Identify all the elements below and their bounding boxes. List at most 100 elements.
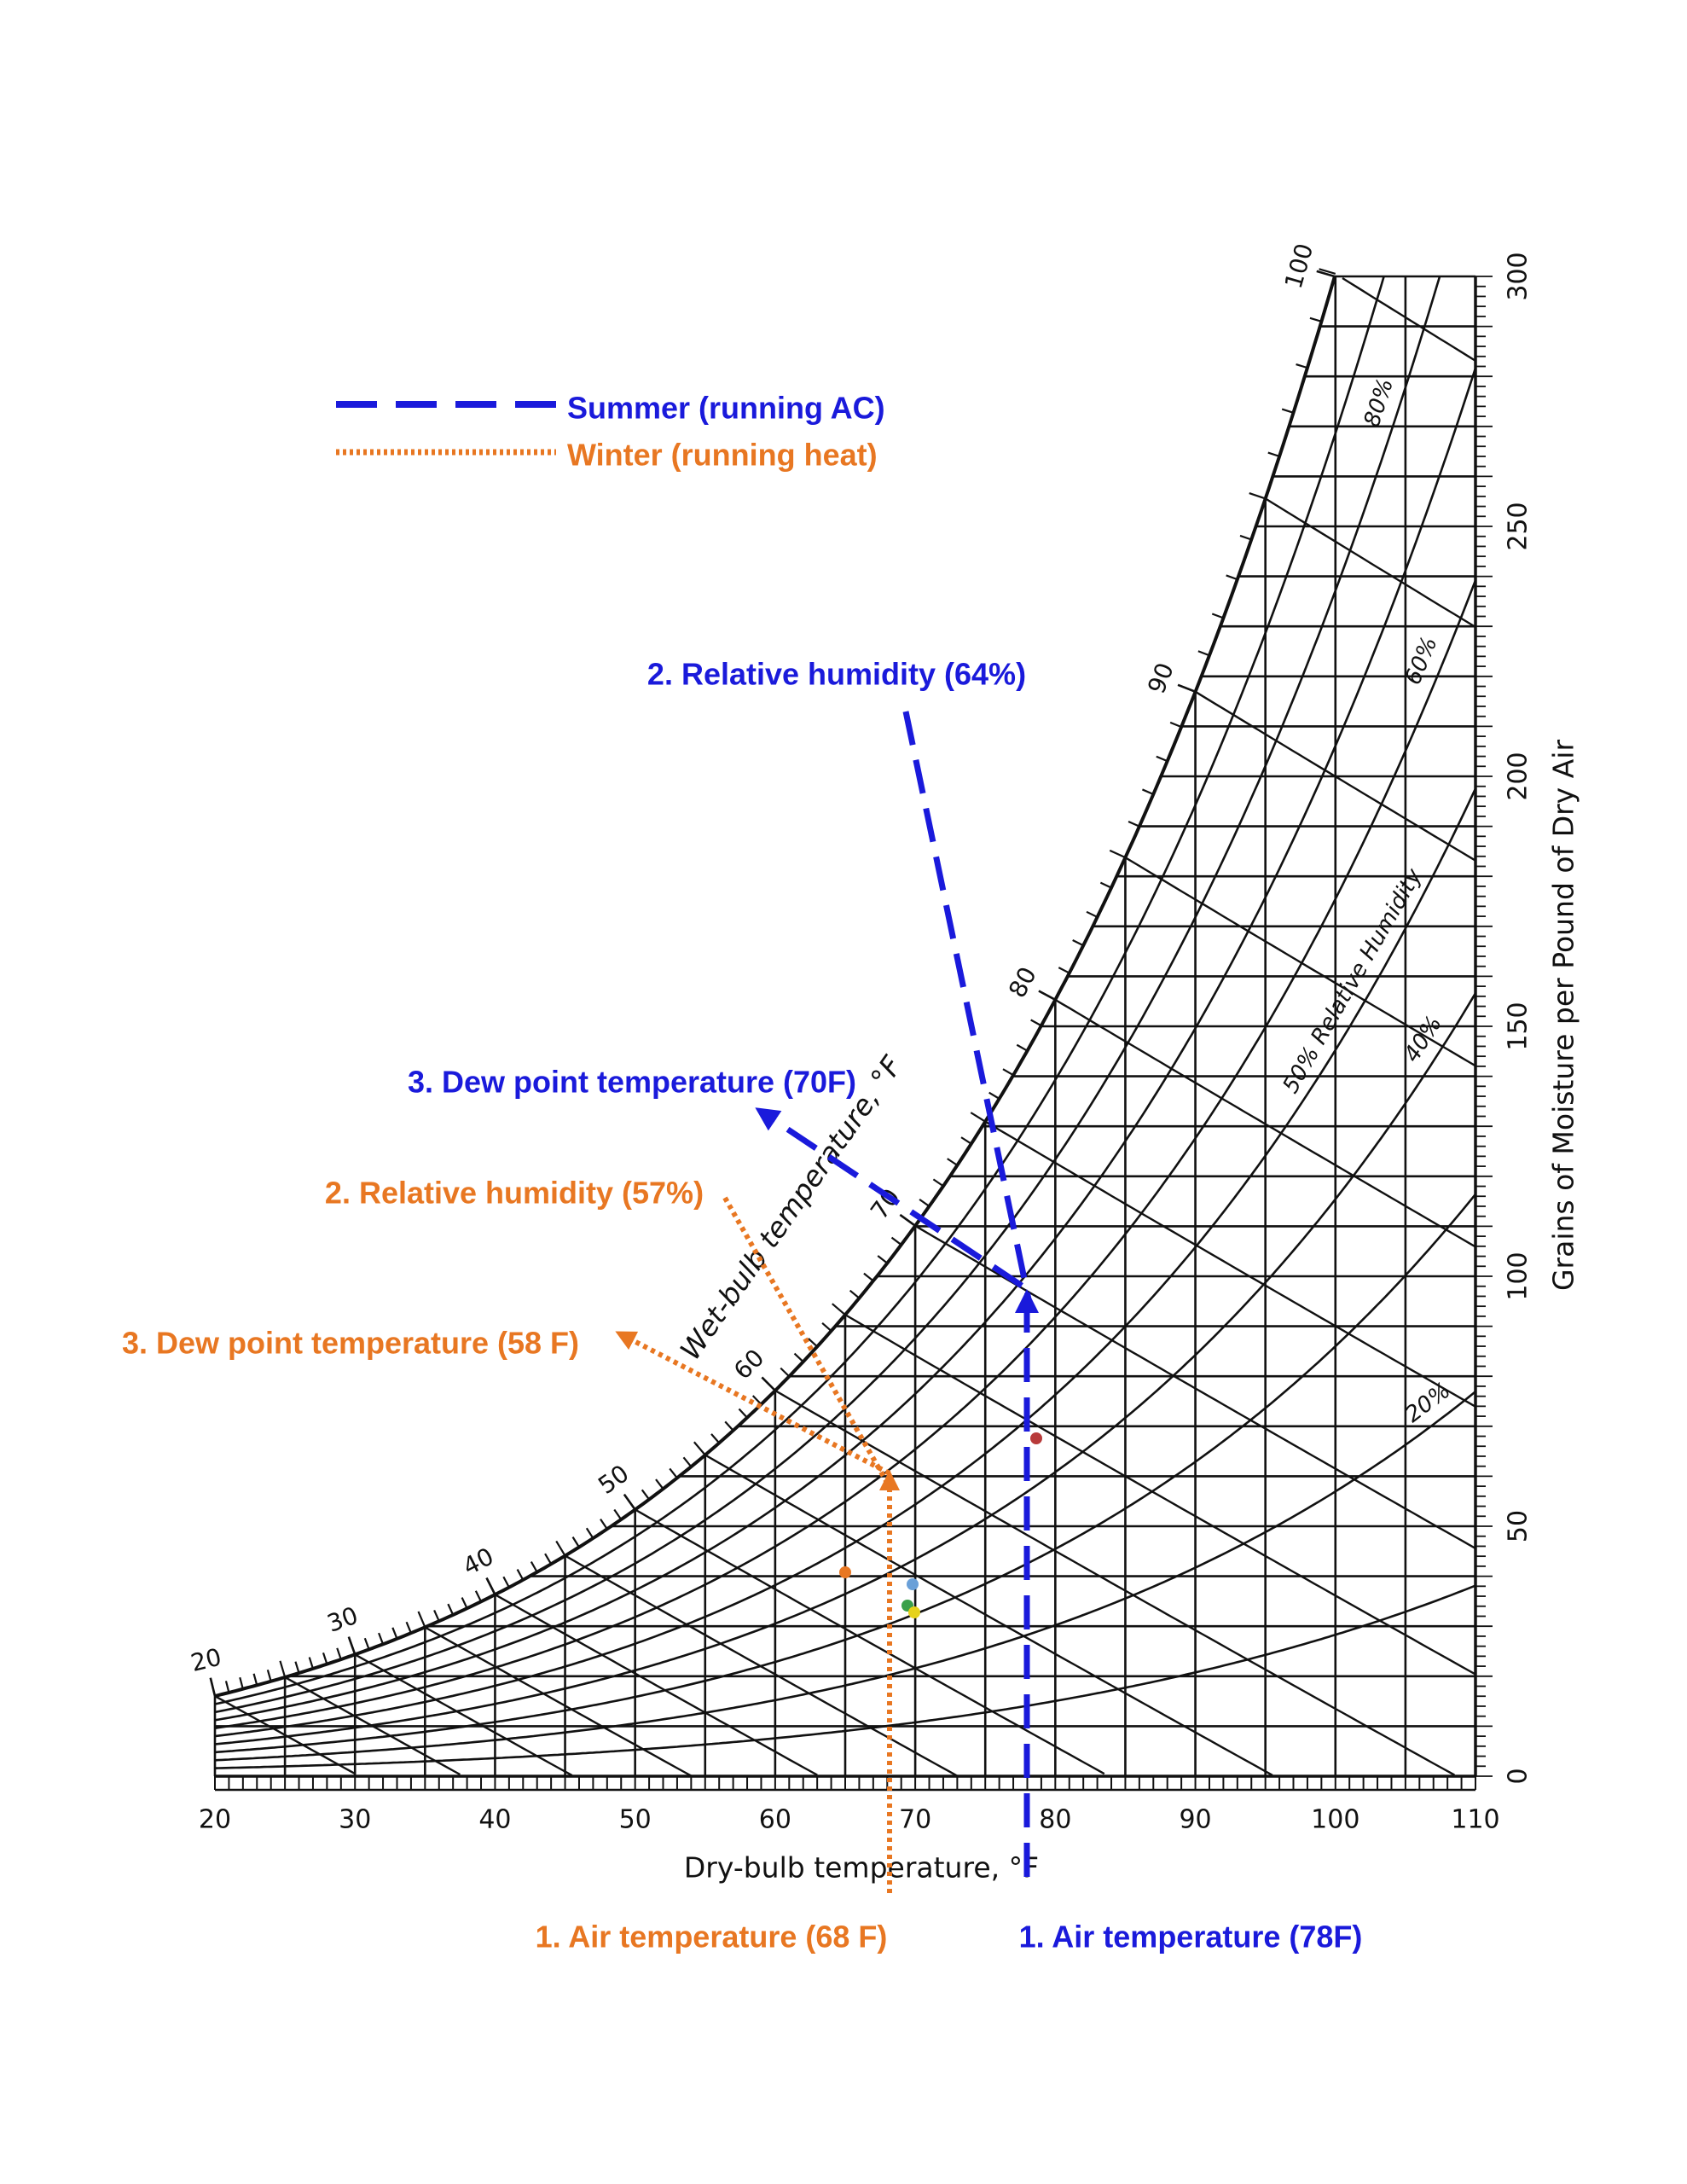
x-tick-label: 100 [1311, 1805, 1359, 1835]
wet-bulb-line [1194, 690, 1476, 862]
wet-bulb-tick [623, 1493, 636, 1511]
wet-bulb-line [1054, 998, 1476, 1248]
wet-bulb-minor-tick [266, 1669, 272, 1682]
rh-curve [214, 1584, 1476, 1769]
wet-bulb-minor-tick [1002, 1068, 1014, 1077]
wet-bulb-minor-tick [252, 1673, 258, 1686]
rh-curve [214, 276, 1441, 1714]
wet-bulb-tick-label: 20 [188, 1643, 223, 1678]
wet-bulb-minor-tick [724, 1420, 734, 1432]
y-tick-label: 100 [1504, 1252, 1533, 1300]
wet-bulb-minor-tick [294, 1661, 300, 1674]
y-axis-title: Grains of Moisture per Pound of Dry Air [1547, 740, 1580, 1291]
x-tick-label: 70 [899, 1805, 931, 1835]
annotation: 2. Relative humidity (64%) [647, 657, 1026, 692]
wet-bulb-minor-tick [1197, 650, 1210, 657]
wet-bulb-minor-tick [1249, 492, 1267, 500]
wet-bulb-minor-tick [1086, 910, 1099, 918]
wet-bulb-line [1265, 497, 1476, 629]
wet-bulb-minor-tick [751, 1395, 762, 1405]
wet-bulb-minor-tick [378, 1632, 385, 1645]
wet-bulb-minor-tick [363, 1637, 370, 1650]
x-axis-title: Dry-bulb temperature, °F [684, 1851, 1039, 1885]
wet-bulb-minor-tick [1072, 938, 1084, 947]
wet-bulb-minor-tick [239, 1676, 244, 1690]
wet-bulb-minor-tick [1319, 268, 1336, 275]
wet-bulb-minor-tick [849, 1289, 861, 1299]
wet-bulb-minor-tick [530, 1561, 538, 1573]
wet-bulb-tick [761, 1376, 776, 1391]
wet-bulb-line [494, 1594, 818, 1776]
annotation: 3. Dew point temperature (58 F) [122, 1326, 579, 1361]
wet-bulb-minor-tick [322, 1652, 328, 1664]
wet-bulb-minor-tick [224, 1681, 230, 1693]
wet-bulb-line [214, 1695, 356, 1775]
wet-bulb-minor-tick [682, 1456, 693, 1467]
wet-bulb-minor-tick [308, 1657, 315, 1670]
wet-bulb-minor-tick [405, 1621, 412, 1634]
rh-curve [214, 1391, 1476, 1762]
annotation-line [615, 1331, 891, 1476]
wet-bulb-minor-tick [1141, 788, 1154, 795]
legend-label: Summer (running AC) [567, 391, 885, 426]
wet-bulb-minor-tick [600, 1518, 608, 1530]
wet-bulb-minor-tick [516, 1569, 525, 1581]
rh-curve [214, 992, 1477, 1745]
annotation-line [755, 1107, 1023, 1288]
wet-bulb-minor-tick [1267, 451, 1280, 457]
wet-bulb-minor-tick [433, 1609, 440, 1622]
wet-bulb-minor-tick [613, 1508, 623, 1520]
wet-bulb-line [774, 1389, 1455, 1776]
wet-bulb-minor-tick [919, 1198, 930, 1207]
wet-bulb-tick [1038, 990, 1056, 1002]
y-tick-label: 0 [1504, 1768, 1533, 1784]
wet-bulb-minor-tick [988, 1091, 1000, 1100]
wet-bulb-minor-tick [1169, 721, 1182, 729]
wet-bulb-minor-tick [947, 1158, 958, 1166]
wet-bulb-minor-tick [417, 1611, 426, 1628]
wet-bulb-minor-tick [336, 1647, 342, 1660]
wet-bulb-minor-tick [585, 1527, 594, 1539]
wet-bulb-minor-tick [447, 1603, 455, 1616]
rh-curve [214, 368, 1477, 1722]
wet-bulb-minor-tick [793, 1352, 804, 1362]
wet-bulb-tick [1316, 270, 1336, 278]
wet-bulb-line [635, 1508, 1105, 1775]
x-tick-label: 30 [339, 1805, 371, 1835]
wet-bulb-minor-tick [877, 1255, 888, 1264]
wet-bulb-line [844, 1314, 1476, 1676]
wet-bulb-minor-tick [808, 1338, 818, 1348]
wet-bulb-minor-tick [960, 1136, 972, 1145]
dot [1030, 1432, 1042, 1444]
wet-bulb-minor-tick [1226, 574, 1238, 581]
wet-bulb-minor-tick [1309, 317, 1322, 322]
wet-bulb-tick [347, 1636, 357, 1655]
wet-bulb-minor-tick [641, 1489, 650, 1501]
wet-bulb-minor-tick [1099, 881, 1112, 889]
dot [839, 1566, 851, 1578]
saturation-curve [214, 276, 1336, 1699]
x-tick-label: 110 [1451, 1805, 1499, 1835]
x-tick-label: 50 [619, 1805, 652, 1835]
annotation-line [902, 711, 1032, 1300]
wet-bulb-tick [899, 1213, 916, 1227]
y-tick-label: 50 [1504, 1510, 1533, 1542]
dot [907, 1578, 919, 1590]
wet-bulb-line [424, 1626, 692, 1777]
wet-bulb-minor-tick [1030, 1019, 1042, 1027]
wet-bulb-minor-tick [1016, 1043, 1029, 1052]
wet-bulb-minor-tick [821, 1322, 832, 1332]
wet-bulb-minor-tick [832, 1303, 846, 1316]
annotation: 1. Air temperature (78F) [1019, 1920, 1363, 1955]
rh-curve [214, 1193, 1477, 1754]
wet-bulb-minor-tick [655, 1478, 664, 1490]
wet-bulb-minor-tick [1109, 849, 1126, 859]
wet-bulb-tick [1177, 683, 1197, 694]
wet-bulb-minor-tick [890, 1236, 902, 1246]
wet-bulb-minor-tick [1058, 967, 1070, 974]
y-tick-label: 150 [1504, 1002, 1533, 1050]
y-tick-label: 200 [1504, 752, 1533, 800]
x-tick-label: 90 [1179, 1805, 1211, 1835]
x-tick-label: 60 [759, 1805, 791, 1835]
